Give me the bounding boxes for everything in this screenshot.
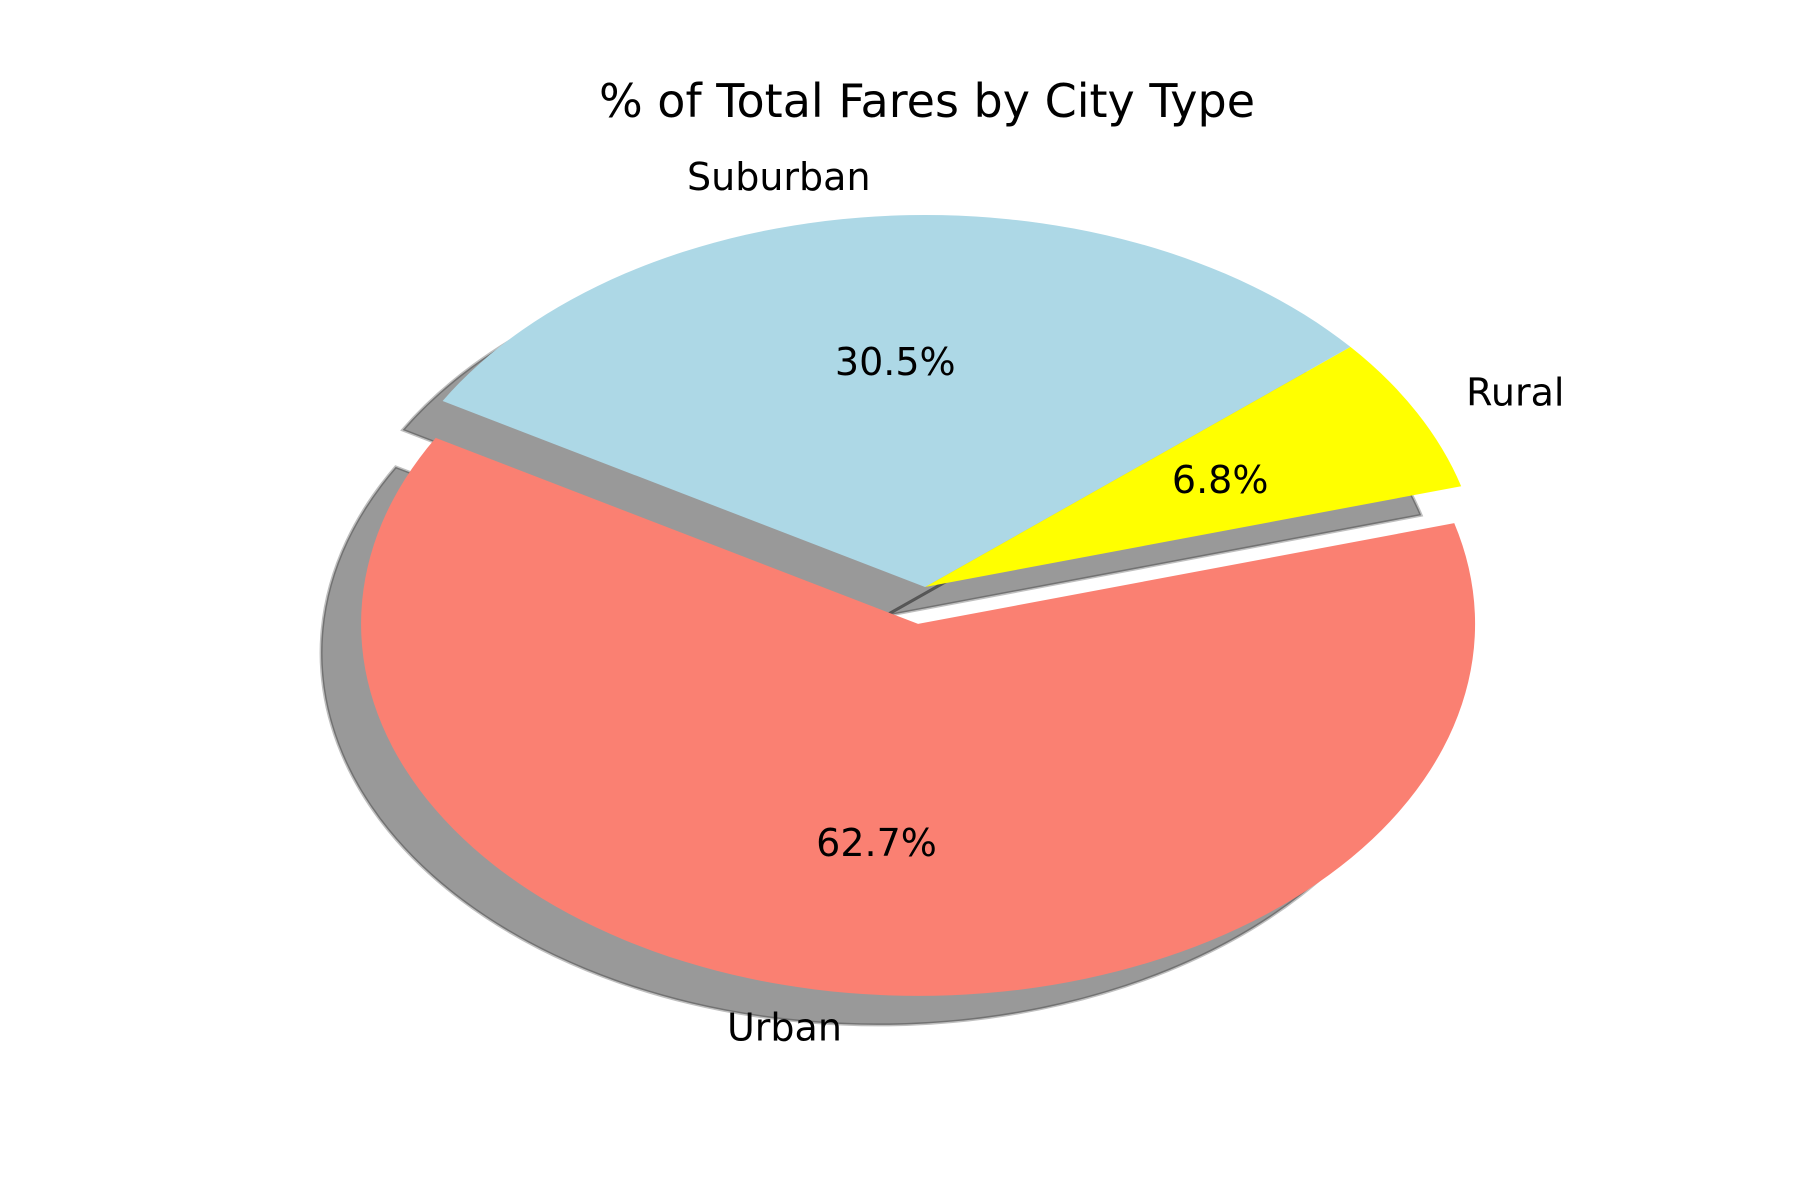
pct-label-suburban: 30.5% bbox=[835, 340, 956, 384]
slice-label-suburban: Suburban bbox=[687, 155, 871, 199]
slice-label-urban: Urban bbox=[727, 1005, 842, 1049]
slice-label-rural: Rural bbox=[1466, 371, 1564, 415]
pct-label-urban: 62.7% bbox=[816, 821, 937, 865]
pct-label-rural: 6.8% bbox=[1172, 458, 1269, 502]
slice-suburban bbox=[442, 214, 1351, 588]
chart-title: % of Total Fares by City Type bbox=[599, 74, 1255, 128]
slice-rural bbox=[925, 346, 1462, 587]
slice-urban bbox=[361, 437, 1476, 996]
label-layer: Urban 62.7% Rural 6.8% Suburban 30.5% bbox=[687, 155, 1564, 1050]
slice-layer bbox=[361, 214, 1476, 996]
